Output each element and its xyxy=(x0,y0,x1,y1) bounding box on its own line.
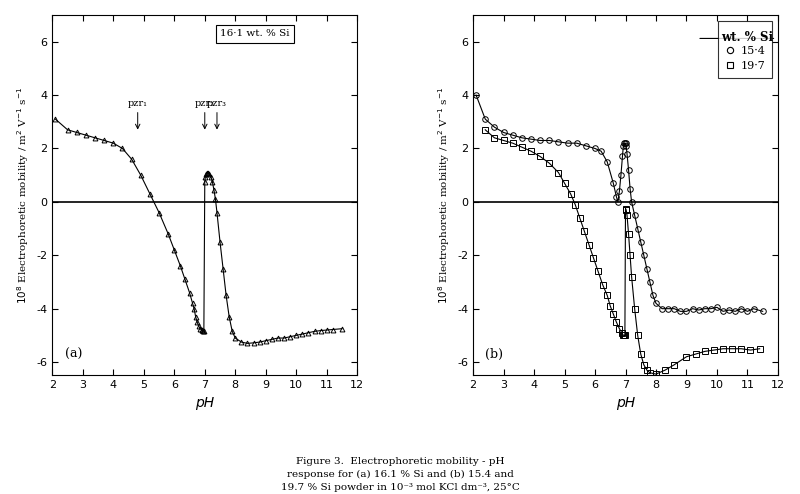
Legend: 15·4, 19·7: 15·4, 19·7 xyxy=(718,21,772,78)
X-axis label: pH: pH xyxy=(616,396,635,410)
X-axis label: pH: pH xyxy=(195,396,214,410)
Text: 16·1 wt. % Si: 16·1 wt. % Si xyxy=(220,30,290,39)
Y-axis label: $10^8$ Electrophoretic mobility / m$^2$ V$^{-1}$ s$^{-1}$: $10^8$ Electrophoretic mobility / m$^2$ … xyxy=(15,86,31,304)
Text: Figure 3.  Electrophoretic mobility - pH
response for (a) 16.1 % Si and (b) 15.4: Figure 3. Electrophoretic mobility - pH … xyxy=(281,457,519,492)
Text: pzr₁: pzr₁ xyxy=(128,99,148,109)
Text: wt. % Si: wt. % Si xyxy=(722,31,774,44)
Text: pzr₃: pzr₃ xyxy=(207,99,227,109)
Text: (b): (b) xyxy=(486,348,503,361)
Text: (a): (a) xyxy=(65,348,82,361)
Y-axis label: $10^8$ Electrophoretic mobility / m$^2$ V$^{-1}$ s$^{-1}$: $10^8$ Electrophoretic mobility / m$^2$ … xyxy=(436,86,451,304)
Text: pzr₂: pzr₂ xyxy=(195,99,214,109)
